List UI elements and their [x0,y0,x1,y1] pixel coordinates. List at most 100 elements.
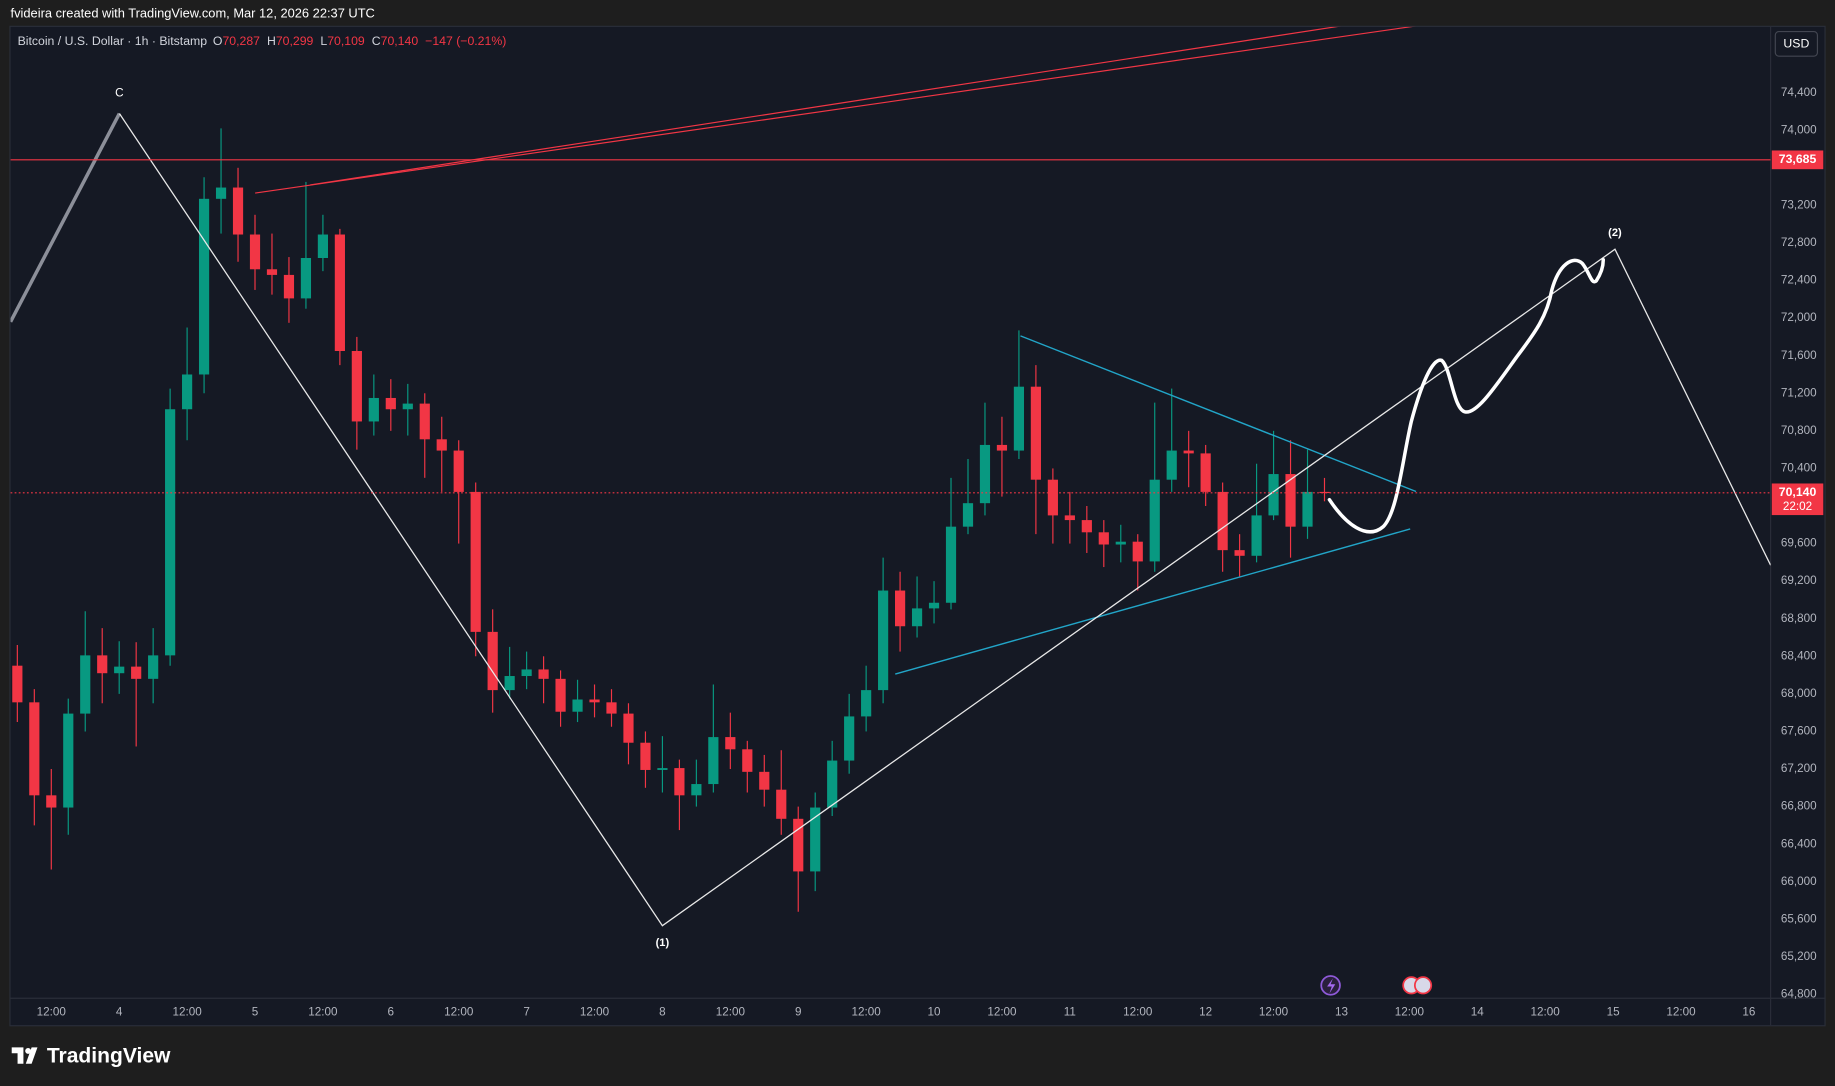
candle-body [1098,532,1109,545]
candle-body [1217,491,1228,551]
y-tick-label: 68,800 [1781,612,1817,625]
x-tick-label: 14 [1471,1005,1485,1018]
candle-body [470,491,481,632]
candle-body [844,716,855,761]
y-tick-label: 71,600 [1781,349,1817,362]
legend-value: 70,287 [222,34,260,48]
legend-value: 70,109 [327,34,365,48]
candle-body [12,665,23,703]
candle-body [725,737,736,750]
candle-body [1132,541,1143,562]
y-tick-label: 66,400 [1781,837,1817,850]
legend: Bitcoin / U.S. Dollar · 1h · Bitstamp O70… [18,34,507,48]
candle-body [674,768,685,796]
legend-key: L [320,34,327,48]
x-tick-label: 12:00 [987,1005,1017,1018]
footer-logo: TradingView [11,1044,171,1067]
candle-body [894,590,906,627]
candle-body [1149,479,1160,562]
candle-body [793,818,804,872]
candle-body [198,198,210,375]
candle-body [148,655,159,679]
candle-body [317,234,329,259]
price-label: 70,140 [1779,485,1817,499]
x-tick-label: 12 [1199,1005,1212,1018]
candle-body [538,669,549,679]
candle-body [1200,453,1211,492]
candle-body [759,771,770,790]
candle-body [606,702,617,714]
candle-body [1030,386,1041,480]
candle-body [46,795,57,808]
y-tick-label: 72,400 [1781,274,1817,287]
candle-body [419,403,430,440]
event-icon-glyph [1327,978,1336,994]
y-tick-label: 65,600 [1781,912,1817,925]
candle-body [1302,491,1313,527]
candle-body [487,631,498,691]
candle-body [878,590,889,691]
y-tick-label: 67,600 [1781,725,1817,738]
logo-mark [25,1047,32,1054]
candle-body [232,187,244,235]
candle-body [114,666,125,674]
y-tick-label: 69,600 [1781,537,1817,550]
y-tick-label: 72,000 [1781,311,1817,324]
candle-body [182,374,193,410]
candle-body [97,655,108,674]
y-tick-label: 65,200 [1781,950,1817,963]
legend-value: 70,140 [381,34,419,48]
candle-body [589,699,600,703]
candle-body [29,702,40,796]
wave-label: C [115,87,123,100]
candle-body [1268,474,1279,516]
chart-frame [9,25,1826,1027]
candle-body [436,439,447,451]
triangle-line [1020,335,1417,493]
x-tick-label: 12:00 [1259,1005,1289,1018]
candle-body [996,444,1008,451]
currency-button[interactable] [1774,31,1819,57]
y-tick-label: 73,200 [1781,198,1817,211]
wave-line [118,113,1771,927]
price-label-box [1771,150,1824,170]
x-tick-label: 12:00 [37,1005,67,1018]
candle-body [810,807,821,872]
y-tick-label: 69,200 [1781,574,1817,587]
y-tick-label: 72,800 [1781,236,1817,249]
wave-label: (1) [656,937,670,949]
candle-body [1251,515,1262,556]
logo-mark [11,1047,38,1064]
candle-body [215,187,227,199]
legend-key: C [372,34,381,48]
event-icon[interactable] [1413,976,1433,995]
candle-body [402,403,413,410]
wave-line [10,112,121,323]
price-label: 73,685 [1779,152,1817,166]
x-tick-label: 15 [1607,1005,1621,1018]
y-tick-label: 71,200 [1781,386,1817,399]
candle-body [1081,520,1092,533]
currency-label[interactable]: USD [1783,37,1809,51]
hand-drawn-path [1327,258,1606,534]
legend-change: −147 (−0.21%) [425,34,506,48]
x-tick-label: 12:00 [1666,1005,1696,1018]
x-tick-label: 12:00 [580,1005,610,1018]
y-tick-label: 66,800 [1781,800,1817,813]
x-tick-label: 11 [1064,1005,1076,1018]
x-tick-label: 9 [795,1005,802,1018]
candle-body [334,234,345,352]
candle-body [63,713,74,808]
x-tick-label: 12:00 [308,1005,338,1018]
candle-body [776,789,787,819]
candle-body [368,397,379,422]
x-tick-label: 12:00 [444,1005,474,1018]
candle-body [911,608,923,627]
x-tick-label: 10 [928,1005,942,1018]
y-tick-label: 64,800 [1781,988,1817,1001]
candles [12,128,1330,912]
x-tick-label: 7 [523,1005,530,1018]
candle-body [351,351,362,422]
candle-body [1115,541,1126,545]
